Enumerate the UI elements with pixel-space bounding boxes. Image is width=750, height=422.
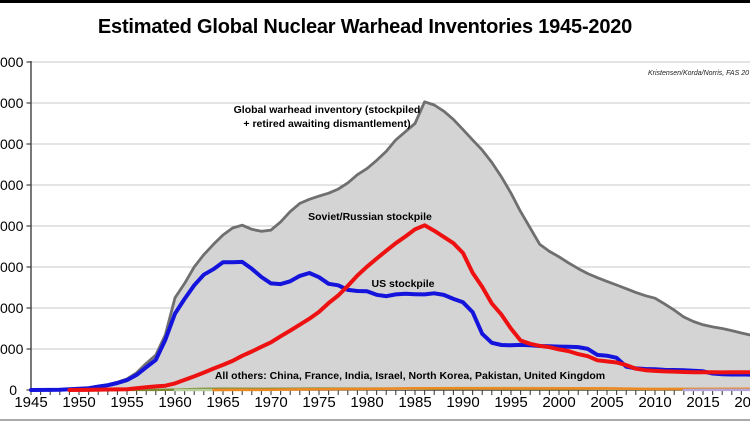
y-tick-label: 000: [0, 177, 24, 193]
y-tick-label: 000: [0, 95, 24, 111]
y-tick-label: 000: [0, 54, 24, 70]
x-tick-label: 1950: [62, 394, 96, 411]
x-tick-label: 1975: [302, 394, 336, 411]
y-tick-label: 000: [0, 259, 24, 275]
x-tick-label: 2020: [734, 394, 750, 411]
annotation-global-line2: + retired awaiting dismantlement): [243, 117, 411, 130]
x-tick-label: 1985: [398, 394, 432, 411]
y-tick-label: 0: [9, 382, 17, 398]
x-tick-label: 2000: [542, 394, 576, 411]
x-tick-label: 2015: [686, 394, 720, 411]
annotation-us-stockpile: US stockpile: [371, 278, 435, 290]
x-tick-label: 1970: [254, 394, 288, 411]
y-tick-label: 000: [0, 136, 24, 152]
y-tick-label: 000: [0, 218, 24, 234]
annotation-global-inventory: Global warhead inventory (stockpiled + r…: [177, 104, 477, 131]
soviet-russian-stockpile-line: [67, 223, 750, 392]
x-tick-label: 1965: [206, 394, 240, 411]
x-tick-label: 1955: [110, 394, 144, 411]
x-tick-label: 2005: [590, 394, 624, 411]
global-inventory-line: [30, 100, 750, 392]
x-tick-label: 2010: [638, 394, 672, 411]
top-border: [0, 0, 750, 3]
x-tick-label: 1990: [446, 394, 480, 411]
x-tick-label: 1945: [14, 394, 48, 411]
y-tick-label: 000: [0, 341, 24, 357]
bottom-border: [0, 419, 750, 421]
y-tick-label: 000: [0, 300, 24, 316]
x-tick-label: 1980: [350, 394, 384, 411]
x-tick-label: 1995: [494, 394, 528, 411]
china-line: [212, 386, 750, 392]
annotation-all-others: All others: China, France, India, Israel…: [214, 370, 606, 382]
attribution-credit: Kristensen/Korda/Norris, FAS 20: [647, 70, 749, 77]
annotation-global-line1: Global warhead inventory (stockpiled: [233, 104, 421, 116]
chart-title: Estimated Global Nuclear Warhead Invento…: [97, 16, 633, 38]
annotation-soviet-stockpile: Soviet/Russian stockpile: [308, 211, 432, 223]
x-tick-label: 1960: [158, 394, 192, 411]
